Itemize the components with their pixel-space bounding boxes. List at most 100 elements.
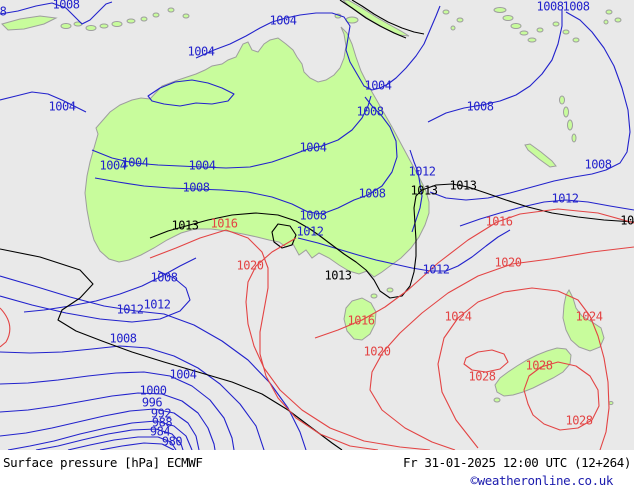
pressure-label: 1020 bbox=[364, 345, 391, 359]
island bbox=[370, 293, 378, 299]
pressure-label: 1004 bbox=[100, 159, 127, 173]
island bbox=[450, 25, 456, 31]
pressure-label: 1028 bbox=[469, 370, 496, 384]
isobar-blue bbox=[35, 428, 184, 450]
island bbox=[386, 287, 394, 293]
pressure-label: 1024 bbox=[445, 310, 472, 324]
isobar-blue bbox=[0, 371, 235, 450]
island bbox=[152, 12, 160, 18]
pressure-label: 1013 bbox=[325, 269, 352, 283]
pressure-label: 1004 bbox=[189, 159, 216, 173]
pressure-label: 1028 bbox=[526, 359, 553, 373]
pressure-label: 1012 bbox=[117, 303, 144, 317]
pressure-label: 1004 bbox=[365, 79, 392, 93]
pressure-label: 1004 bbox=[122, 156, 149, 170]
island bbox=[140, 16, 148, 22]
pressure-map: 1008 8 1004 1004 1004 1004 1004 1004 1004 1004 100… bbox=[0, 0, 634, 450]
valid-time: Fr 31-01-2025 12:00 UTC (12+264) bbox=[402, 455, 631, 470]
island bbox=[99, 23, 109, 29]
isobar-blue bbox=[0, 91, 87, 113]
credit-link[interactable]: ©weatheronline.co.uk bbox=[470, 473, 613, 488]
status-bar: Surface pressure [hPa] ECMWF Fr 31-01-20… bbox=[0, 450, 634, 490]
pressure-label: 1008 bbox=[183, 181, 210, 195]
island bbox=[126, 18, 136, 24]
island bbox=[571, 133, 577, 143]
pressure-label: 1008 bbox=[585, 158, 612, 172]
pressure-label: 1008 bbox=[151, 271, 178, 285]
pressure-label: 1000 bbox=[140, 384, 167, 398]
landmass bbox=[562, 288, 605, 352]
island bbox=[519, 30, 529, 36]
island bbox=[603, 19, 609, 25]
island bbox=[493, 7, 507, 13]
isobar-red bbox=[149, 229, 379, 450]
island bbox=[111, 21, 123, 27]
pressure-label: 1024 bbox=[576, 310, 603, 324]
isobar-blue bbox=[0, 1, 113, 25]
pressure-label: 992 bbox=[151, 407, 171, 421]
island bbox=[572, 37, 580, 43]
landmasses bbox=[1, 0, 622, 405]
isobar-red bbox=[369, 246, 634, 450]
island bbox=[493, 397, 501, 403]
isobar-blue bbox=[0, 392, 216, 450]
isobar-blue bbox=[459, 199, 634, 227]
pressure-label: 1016 bbox=[348, 314, 375, 328]
isobar-blue bbox=[94, 96, 398, 215]
pressure-label: 1012 bbox=[409, 165, 436, 179]
isobar-black bbox=[271, 223, 297, 249]
pressure-label: 1004 bbox=[300, 141, 327, 155]
pressure-label: 1008 bbox=[357, 105, 384, 119]
isobar-contours bbox=[0, 0, 634, 450]
pressure-label: 980 bbox=[162, 435, 182, 449]
pressure-label: 1012 bbox=[297, 225, 324, 239]
isobar-blue bbox=[67, 436, 177, 450]
isobar-red bbox=[463, 349, 509, 373]
pressure-label: 988 bbox=[152, 416, 172, 430]
island bbox=[60, 23, 72, 29]
pressure-label: 1020 bbox=[237, 259, 264, 273]
pressure-label: 1013 bbox=[411, 184, 438, 198]
island bbox=[182, 13, 190, 19]
island bbox=[536, 27, 544, 33]
landmass bbox=[84, 26, 430, 278]
island bbox=[456, 17, 464, 23]
pressure-label: 1028 bbox=[566, 414, 593, 428]
isobar-red bbox=[245, 237, 431, 450]
pressure-label: 8 bbox=[0, 5, 7, 19]
pressure-label: 10 bbox=[620, 214, 634, 228]
isobar-blue bbox=[427, 10, 563, 123]
isobar-blue bbox=[429, 11, 631, 201]
island bbox=[567, 119, 573, 131]
isobar-blue bbox=[0, 275, 307, 450]
landmass bbox=[343, 297, 377, 341]
isobar-blue bbox=[91, 95, 372, 169]
pressure-label: 1008 bbox=[110, 332, 137, 346]
island bbox=[563, 106, 569, 118]
pressure-label: 1004 bbox=[270, 14, 297, 28]
pressure-label: 1008 bbox=[359, 187, 386, 201]
pressure-label: 996 bbox=[142, 396, 162, 410]
island bbox=[559, 95, 565, 105]
isobar-blue bbox=[147, 79, 235, 107]
isobar-blue bbox=[297, 229, 511, 272]
pressure-label: 1008 bbox=[563, 0, 590, 14]
pressure-label: 1013 bbox=[172, 219, 199, 233]
pressure-label: 1004 bbox=[49, 100, 76, 114]
pressure-label: 1008 bbox=[537, 0, 564, 14]
isobar-blue bbox=[0, 270, 191, 323]
isobar-red bbox=[0, 307, 11, 348]
pressure-label: 1008 bbox=[300, 209, 327, 223]
isobar-red bbox=[314, 208, 634, 339]
island bbox=[442, 9, 450, 15]
isobar-blue bbox=[0, 408, 200, 450]
isobar-black bbox=[351, 0, 425, 35]
isobar-blue bbox=[99, 442, 175, 450]
isobar-blue bbox=[7, 420, 193, 450]
isobar-blue bbox=[23, 257, 197, 313]
pressure-label: 1012 bbox=[144, 298, 171, 312]
island bbox=[605, 9, 613, 15]
pressure-label: 1012 bbox=[552, 192, 579, 206]
